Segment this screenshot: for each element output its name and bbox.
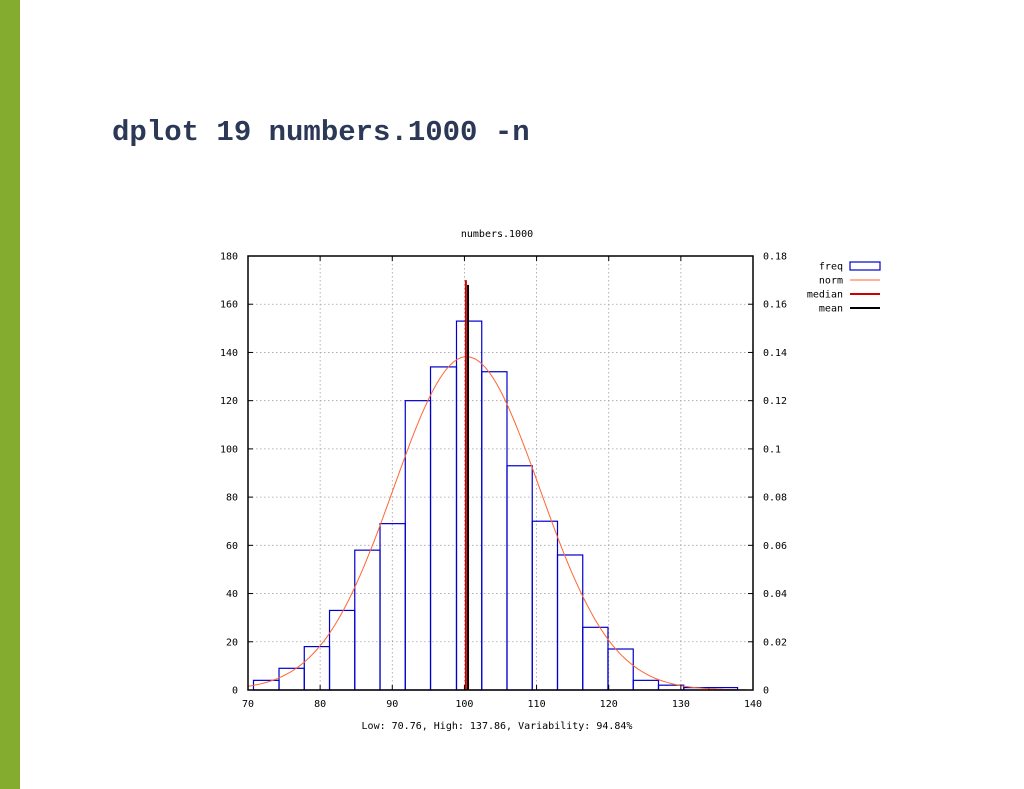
y2-tick-label: 0 (763, 686, 769, 697)
y-tick-label: 160 (220, 300, 238, 311)
histogram-bar (632, 679, 660, 691)
slide-title: dplot 19 numbers.1000 -n (112, 116, 530, 149)
y2-tick-label: 0.02 (763, 637, 787, 648)
legend-label-norm: norm (819, 276, 843, 287)
y-tick-label: 40 (226, 589, 238, 600)
y-tick-label: 180 (220, 252, 238, 263)
y-tick-label: 20 (226, 637, 238, 648)
y-tick-label: 60 (226, 541, 238, 552)
x-tick-label: 110 (528, 699, 546, 710)
histogram-bar (531, 520, 559, 691)
x-tick-label: 100 (455, 699, 473, 710)
chart-title: numbers.1000 (461, 229, 533, 240)
y2-tick-label: 0.1 (763, 444, 781, 455)
y2-tick-label: 0.04 (763, 589, 787, 600)
x-tick-label: 120 (600, 699, 618, 710)
y2-tick-label: 0.16 (763, 300, 787, 311)
accent-sidebar (0, 0, 20, 789)
chart-subtitle: Low: 70.76, High: 137.86, Variability: 9… (362, 721, 633, 732)
legend-label-median: median (807, 290, 843, 301)
histogram-bar (455, 320, 483, 691)
y-tick-label: 120 (220, 396, 238, 407)
legend-label-mean: mean (819, 304, 843, 315)
histogram-bar (354, 549, 381, 691)
y2-tick-label: 0.06 (763, 541, 787, 552)
x-tick-label: 130 (672, 699, 690, 710)
norm-curve (247, 356, 746, 691)
legend-label-freq: freq (819, 262, 843, 273)
histogram-bar (607, 648, 634, 691)
histogram-bar (328, 609, 356, 691)
plot-frame (247, 255, 754, 691)
x-tick-label: 80 (314, 699, 326, 710)
y-tick-label: 0 (232, 686, 238, 697)
legend-swatch-freq (849, 261, 881, 271)
x-tick-label: 70 (242, 699, 254, 710)
y-tick-label: 100 (220, 444, 238, 455)
y-tick-label: 140 (220, 348, 238, 359)
y2-tick-label: 0.12 (763, 396, 787, 407)
histogram-bar (582, 626, 609, 691)
histogram-bar (506, 465, 533, 691)
x-tick-label: 140 (744, 699, 762, 710)
y2-tick-label: 0.08 (763, 493, 787, 504)
y2-tick-label: 0.14 (763, 348, 787, 359)
histogram-bar (556, 554, 584, 691)
histogram-bar (303, 645, 331, 691)
histogram-bar (252, 679, 280, 691)
histogram-bar (481, 371, 508, 691)
y-tick-label: 80 (226, 493, 238, 504)
y2-tick-label: 0.18 (763, 252, 787, 263)
x-tick-label: 90 (386, 699, 398, 710)
